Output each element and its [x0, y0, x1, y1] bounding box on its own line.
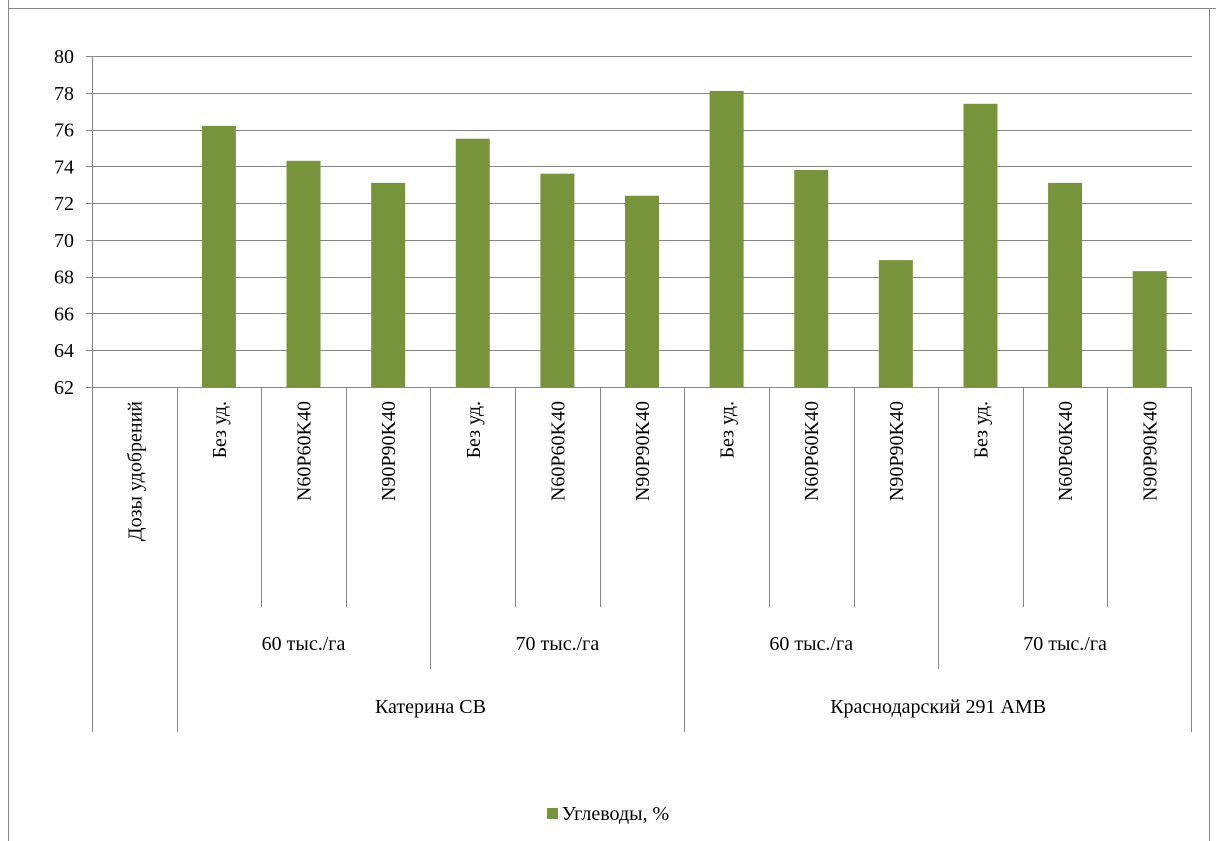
- bar: [963, 103, 998, 388]
- bar: [794, 170, 829, 387]
- bar: [709, 90, 744, 387]
- bar: [201, 125, 236, 387]
- bars: [201, 90, 1167, 388]
- bar: [540, 173, 575, 387]
- density-group-label: 70 тыс./га: [1023, 633, 1107, 655]
- bar: [1132, 271, 1167, 387]
- y-tick-label: 62: [54, 377, 74, 399]
- category-label: Без уд.: [463, 401, 485, 458]
- bar: [625, 195, 659, 387]
- density-group-label: 70 тыс./га: [516, 633, 600, 655]
- category-label: N60P60K40: [547, 401, 569, 501]
- legend: Углеводы, %: [0, 803, 1216, 826]
- category-label: Без уд.: [717, 401, 739, 458]
- y-tick-label: 72: [54, 193, 74, 215]
- legend-label: Углеводы, %: [561, 803, 670, 825]
- category-label: N90P90K40: [1140, 401, 1162, 501]
- bar: [371, 182, 406, 387]
- bar: [286, 160, 321, 387]
- density-group-label: 60 тыс./га: [769, 633, 853, 655]
- y-tick-label: 80: [54, 46, 74, 68]
- category-label: Без уд.: [209, 401, 231, 458]
- bar: [1048, 182, 1083, 387]
- bar: [455, 138, 490, 387]
- category-labels: Дозы удобрений Без уд. N60P60K40 N90P90K40 Б…: [124, 401, 1161, 718]
- y-tick-label: 66: [54, 303, 74, 325]
- category-label: N90P90K40: [886, 401, 908, 501]
- category-label: N60P60K40: [801, 401, 823, 501]
- variety-group-label: Катерина СВ: [375, 696, 486, 718]
- y-tick-label: 78: [54, 83, 74, 105]
- y-tick-label: 70: [54, 230, 74, 252]
- legend-swatch: [546, 808, 558, 819]
- y-tick-label: 76: [54, 120, 74, 142]
- y-tick-label: 74: [54, 156, 74, 178]
- category-label: N60P60K40: [294, 401, 316, 501]
- y-tick-label: 64: [54, 340, 74, 362]
- variety-group-label: Краснодарский 291 АМВ: [830, 696, 1046, 718]
- category-label: N90P90K40: [632, 401, 654, 501]
- y-axis-ticks: 62 64 66 68 70 72 74 76 78 80: [54, 46, 74, 399]
- bar: [878, 260, 913, 387]
- category-label: N60P60K40: [1055, 401, 1077, 501]
- category-label: Без уд.: [970, 401, 992, 458]
- category-axis-table: [92, 387, 1192, 732]
- header-category-label: Дозы удобрений: [124, 401, 146, 541]
- y-tick-label: 68: [54, 267, 74, 289]
- density-group-label: 60 тыс./га: [262, 633, 346, 655]
- category-label: N90P90K40: [378, 401, 400, 501]
